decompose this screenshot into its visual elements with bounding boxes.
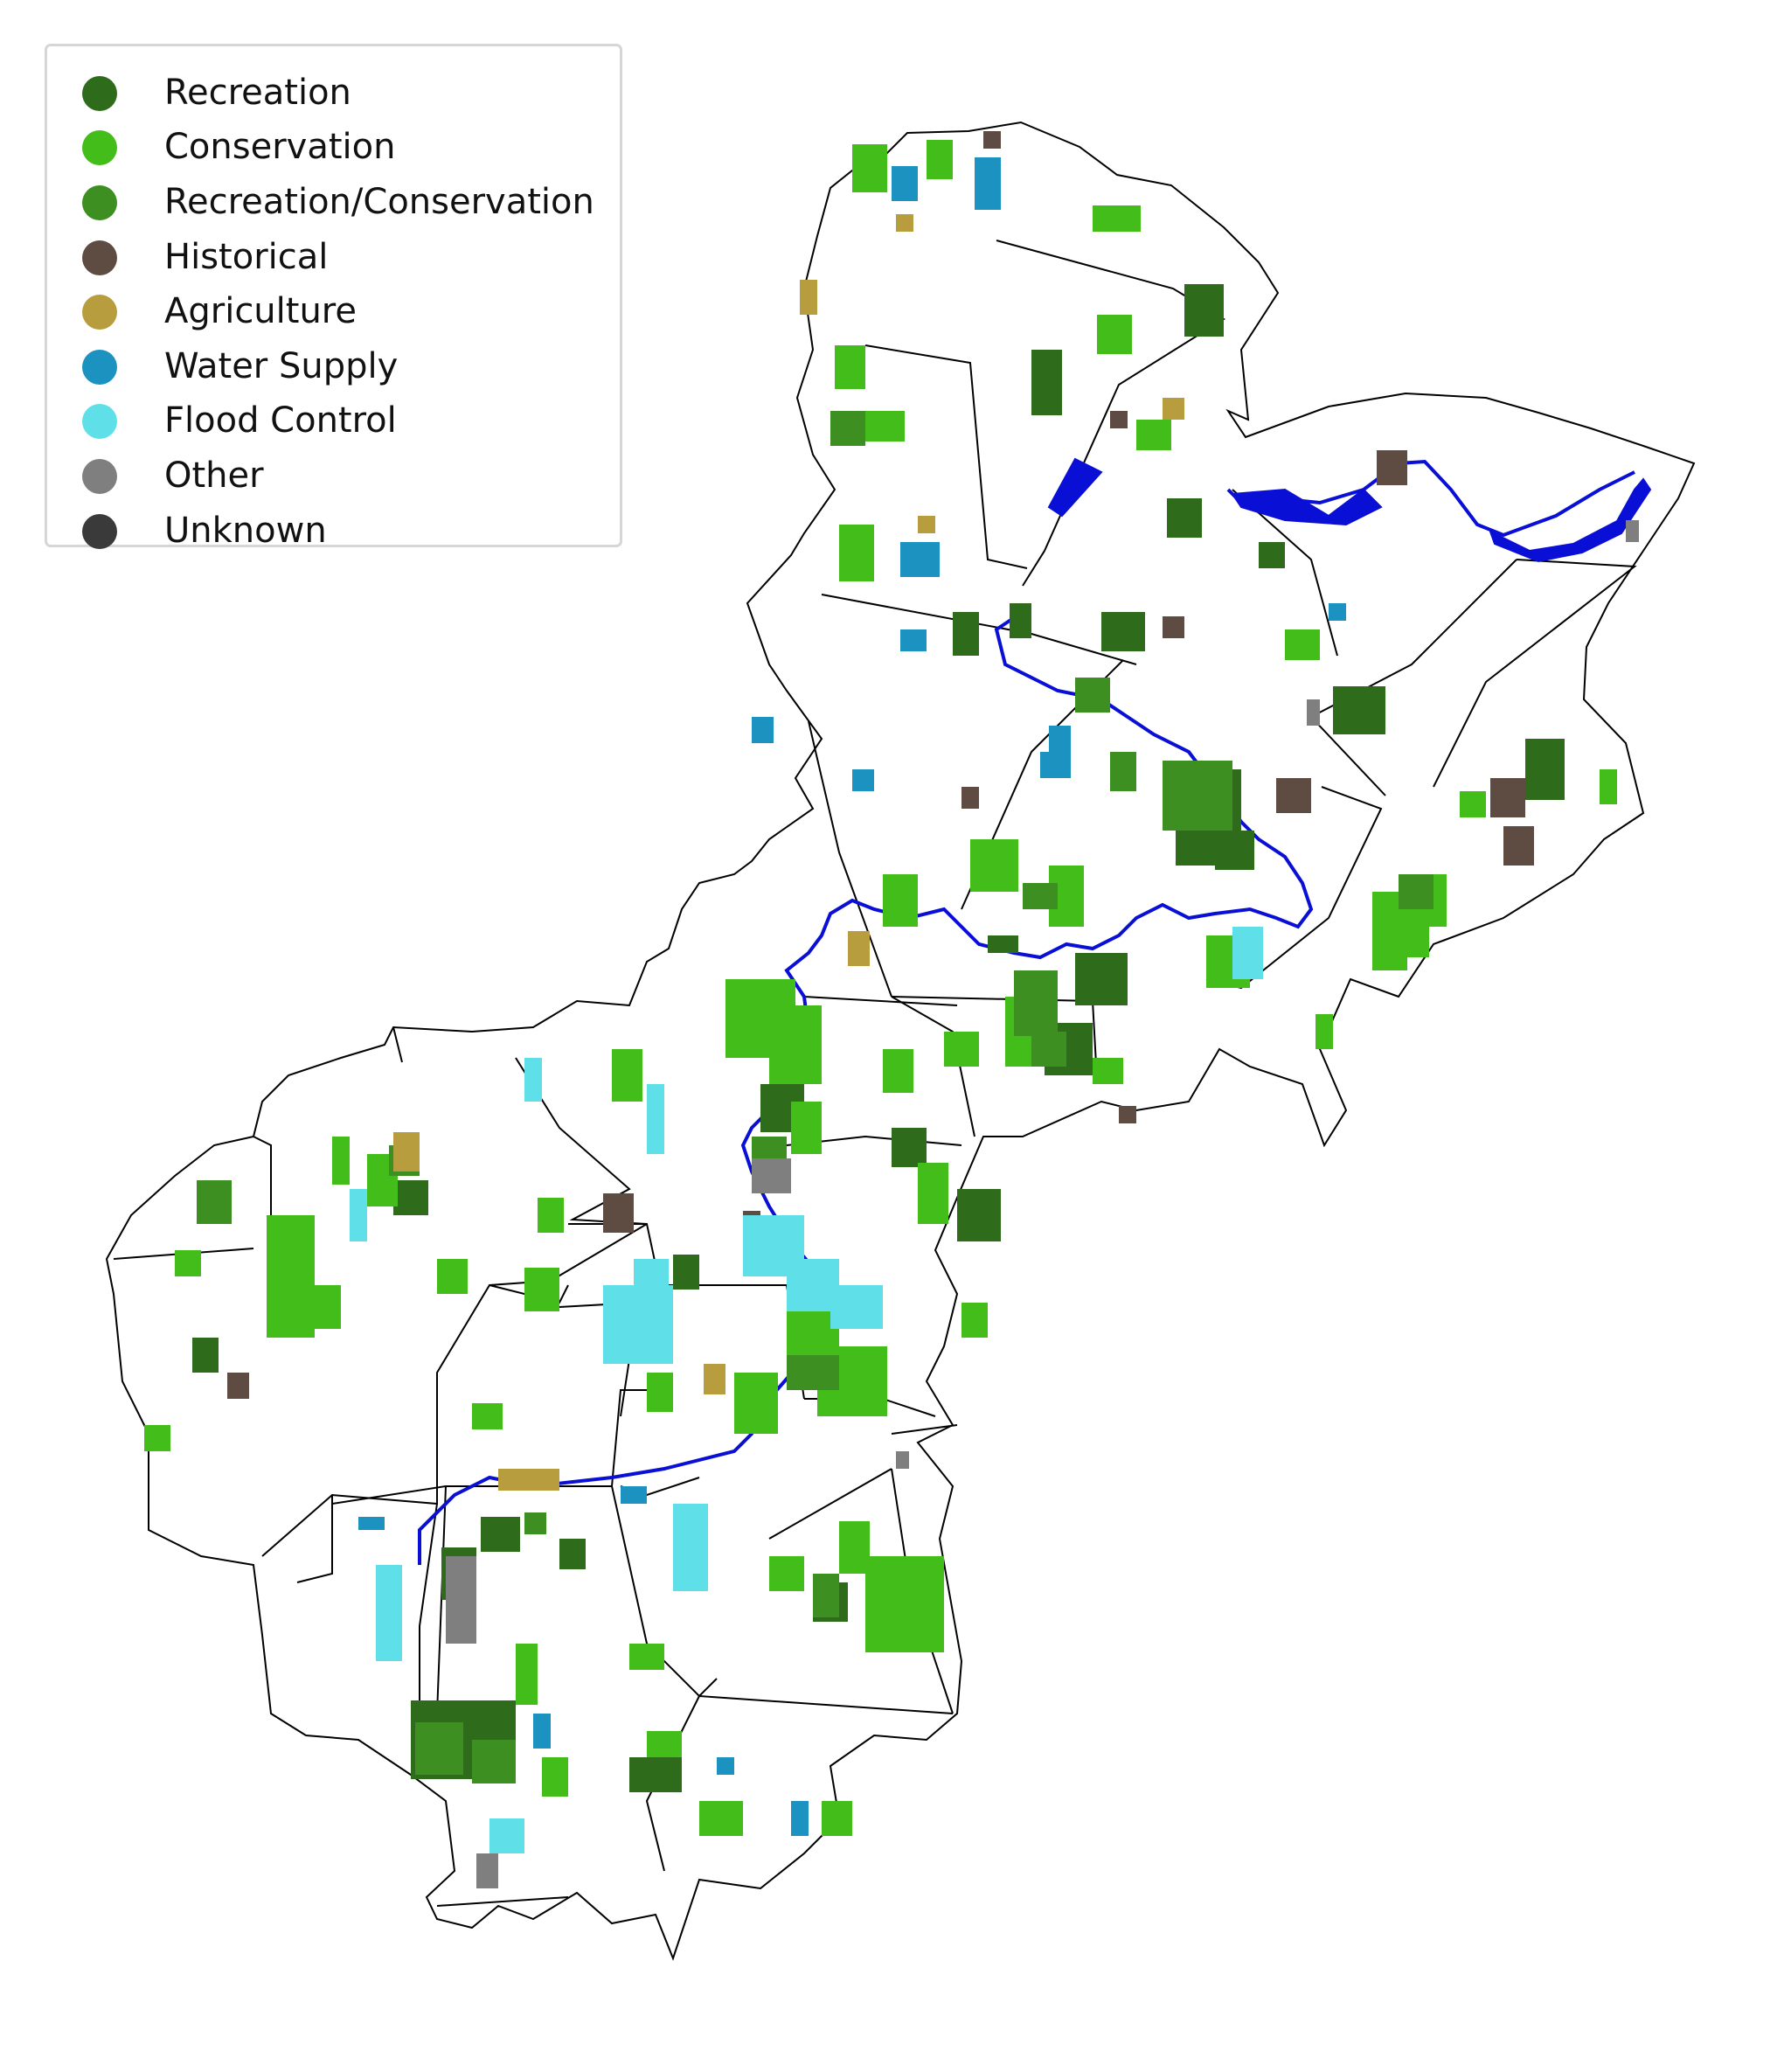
legend-item-unknown: Unknown (47, 504, 620, 558)
recreation-conservation-swatch-icon (82, 185, 117, 220)
legend-item-flood-control: Flood Control (47, 393, 620, 448)
legend-item-recreation-conservation: Recreation/Conservation (47, 175, 620, 229)
unknown-swatch-icon (82, 514, 117, 549)
conservation-parcels (144, 140, 1617, 1836)
other-parcels (446, 520, 1639, 1888)
water-supply-swatch-icon (82, 350, 117, 385)
agriculture-parcels (393, 214, 1184, 1491)
legend-label: Unknown (164, 511, 327, 551)
legend-label: Flood Control (164, 400, 397, 441)
legend-item-recreation: Recreation (47, 66, 620, 120)
legend-item-conservation: Conservation (47, 120, 620, 174)
legend-label: Other (164, 455, 264, 496)
legend-label: Agriculture (164, 291, 357, 331)
legend-label: Conservation (164, 127, 396, 167)
legend-item-agriculture: Agriculture (47, 284, 620, 338)
legend-label: Recreation/Conservation (164, 182, 594, 222)
historical-parcels (227, 131, 1534, 1399)
region-outline (105, 121, 1696, 1961)
other-swatch-icon (82, 459, 117, 494)
legend-item-water-supply: Water Supply (47, 339, 620, 393)
legend-label: Water Supply (164, 346, 399, 386)
conservation-swatch-icon (82, 130, 117, 165)
river-estuary (1047, 457, 1652, 563)
agriculture-swatch-icon (82, 295, 117, 330)
historical-swatch-icon (82, 240, 117, 275)
legend-item-other: Other (47, 448, 620, 503)
flood-control-parcels (350, 927, 1263, 1853)
legend: Recreation Conservation Recreation/Conse… (45, 44, 622, 551)
flood-control-swatch-icon (82, 404, 117, 439)
recreation-swatch-icon (82, 76, 117, 111)
legend-label: Recreation (164, 73, 351, 113)
water-supply-parcels (358, 157, 1346, 1836)
legend-label: Historical (164, 237, 329, 277)
legend-item-historical: Historical (47, 230, 620, 284)
